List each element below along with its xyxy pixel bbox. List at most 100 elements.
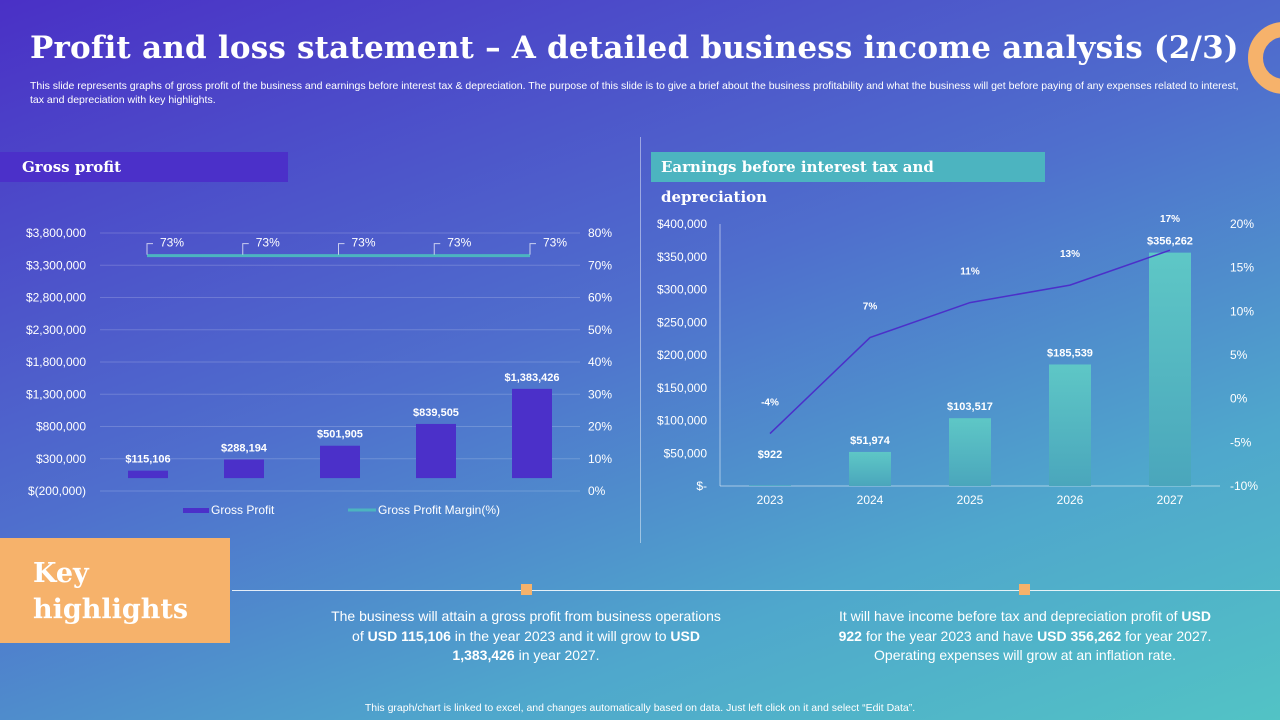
bar-data-label: $839,505	[413, 407, 459, 419]
bar-ebitda	[749, 485, 791, 486]
bar-gross-profit	[512, 388, 552, 479]
bar-data-label: $501,905	[317, 429, 363, 441]
bar-gross-profit	[320, 445, 360, 479]
y2-axis-tick-label: 60%	[588, 291, 612, 305]
highlight-value: USD 1,383,426	[452, 627, 700, 664]
y-axis-tick-label: $3,800,000	[26, 226, 86, 240]
y-axis-tick-label: $800,000	[36, 420, 86, 434]
y-axis-tick-label: $50,000	[664, 446, 708, 460]
bar-data-label: $115,106	[125, 454, 170, 466]
highlights-divider	[232, 590, 1280, 591]
margin-data-label: 73%	[256, 236, 280, 250]
line-ebitda-margin	[769, 249, 1171, 435]
bar-ebitda	[1149, 252, 1191, 486]
highlight-value: USD 922	[838, 608, 1211, 644]
y2-axis-tick-label: 50%	[588, 323, 612, 337]
legend-swatch-gross-profit	[183, 508, 209, 513]
margin-data-label: 73%	[543, 236, 567, 250]
bar-data-label: $922	[758, 449, 782, 461]
y2-axis-tick-label: 0%	[588, 484, 606, 498]
highlight-text: for year 2027. Operating expenses will g…	[874, 627, 1212, 664]
panel-divider	[640, 137, 641, 543]
y-axis-tick-label: $200,000	[657, 348, 707, 362]
bar-ebitda	[849, 451, 891, 486]
y-axis-tick-label: $-	[696, 479, 707, 493]
margin-data-label: 73%	[352, 236, 376, 250]
key-highlights-line1: Key	[33, 558, 89, 589]
y2-axis-tick-label: 40%	[588, 355, 612, 369]
y2-axis-tick-label: 20%	[1230, 217, 1254, 231]
margin-data-label: 13%	[1060, 249, 1080, 260]
x-axis-tick-label: 2023	[757, 493, 784, 507]
bar-data-label: $356,262	[1147, 236, 1193, 248]
margin-data-label: 73%	[447, 236, 471, 250]
y2-axis-tick-label: 80%	[588, 226, 612, 240]
gross-profit-panel-label: Gross profit	[0, 152, 288, 182]
margin-label-leader	[433, 243, 441, 255]
margin-label-leader	[242, 243, 249, 255]
y-axis-tick-label: $300,000	[657, 283, 707, 297]
bar-ebitda	[1049, 364, 1091, 486]
highlight-text: in the year 2023 and it will grow to	[450, 627, 671, 644]
margin-data-label: 73%	[160, 236, 184, 250]
y2-axis-tick-label: 10%	[1230, 304, 1254, 318]
y-axis-tick-label: $3,300,000	[26, 258, 86, 272]
y-axis-tick-label: $250,000	[657, 315, 707, 329]
y2-axis-tick-label: -10%	[1230, 479, 1258, 493]
gross-profit-chart[interactable]: $3,800,000 $3,300,000 $2,800,000 $2,300,000…	[0, 220, 640, 525]
margin-label-leader	[146, 243, 153, 255]
y-axis-tick-label: $(200,000)	[28, 484, 86, 498]
bar-data-label: $1,383,426	[504, 372, 559, 384]
highlight-value: USD 115,106	[367, 627, 451, 644]
bar-data-label: $288,194	[221, 443, 268, 455]
key-highlights-label: Key highlights	[0, 538, 230, 643]
page-subtitle: This slide represents graphs of gross pr…	[30, 80, 1239, 106]
x-axis-tick-label: 2027	[1157, 493, 1184, 507]
highlight-text: The business will attain a gross profit …	[331, 608, 721, 644]
footer-note: This graph/chart is linked to excel, and…	[364, 702, 916, 714]
bar-ebitda	[949, 418, 991, 486]
x-axis-tick-label: 2025	[957, 493, 984, 507]
x-axis-tick-label: 2026	[1057, 493, 1084, 507]
y-axis-tick-label: $2,800,000	[26, 291, 86, 305]
y2-axis-tick-label: 15%	[1230, 261, 1254, 275]
y-axis-tick-label: $1,300,000	[26, 387, 86, 401]
y2-axis-tick-label: 0%	[1230, 392, 1248, 406]
highlight-text: in year 2027.	[514, 647, 600, 663]
margin-label-leader	[529, 243, 536, 255]
y2-axis-tick-label: 5%	[1230, 348, 1248, 362]
y-axis-tick-label: $1,800,000	[26, 355, 86, 369]
highlight-marker-left	[521, 584, 532, 595]
y2-axis-tick-label: 70%	[588, 258, 612, 272]
decorative-ring	[1248, 22, 1280, 94]
y2-axis-tick-label: 20%	[588, 420, 612, 434]
highlight-marker-right	[1019, 584, 1030, 595]
margin-data-label: 11%	[960, 267, 980, 278]
legend-label-gross-profit: Gross Profit	[211, 503, 275, 517]
y2-axis-tick-label: 30%	[588, 387, 612, 401]
y-axis-tick-label: $350,000	[657, 250, 707, 264]
page-title: Profit and loss statement – A detailed b…	[30, 30, 1239, 66]
y-axis-tick-label: $100,000	[657, 414, 707, 428]
bar-data-label: $185,539	[1047, 347, 1093, 359]
bar-gross-profit	[224, 459, 264, 479]
margin-label-leader	[338, 243, 345, 255]
ebitda-panel-label: Earnings before interest tax and depreci…	[651, 152, 1045, 206]
highlight-text: for the year 2023 and have	[861, 627, 1038, 644]
y2-axis-tick-label: 10%	[588, 452, 612, 466]
x-axis-tick-label: 2024	[857, 493, 884, 507]
y2-axis-tick-label: -5%	[1230, 435, 1252, 449]
highlight-text: It will have income before tax and depre…	[839, 608, 1182, 624]
y-axis-tick-label: $150,000	[657, 381, 707, 395]
margin-data-label: 7%	[863, 302, 878, 313]
y-axis-tick-label: $400,000	[657, 217, 707, 231]
margin-data-label: -4%	[761, 398, 779, 409]
ebitda-chart[interactable]: $400,000 $350,000 $300,000 $250,000 $200,000…	[640, 210, 1280, 515]
bar-gross-profit	[416, 423, 456, 479]
highlight-value: USD 356,262	[1037, 627, 1122, 644]
y-axis-tick-label: $300,000	[36, 452, 86, 466]
bar-gross-profit	[128, 470, 168, 479]
highlight-gross-profit: The business will attain a gross profit …	[331, 607, 721, 666]
margin-data-label: 17%	[1160, 214, 1180, 225]
legend-label-margin: Gross Profit Margin(%)	[378, 503, 500, 517]
